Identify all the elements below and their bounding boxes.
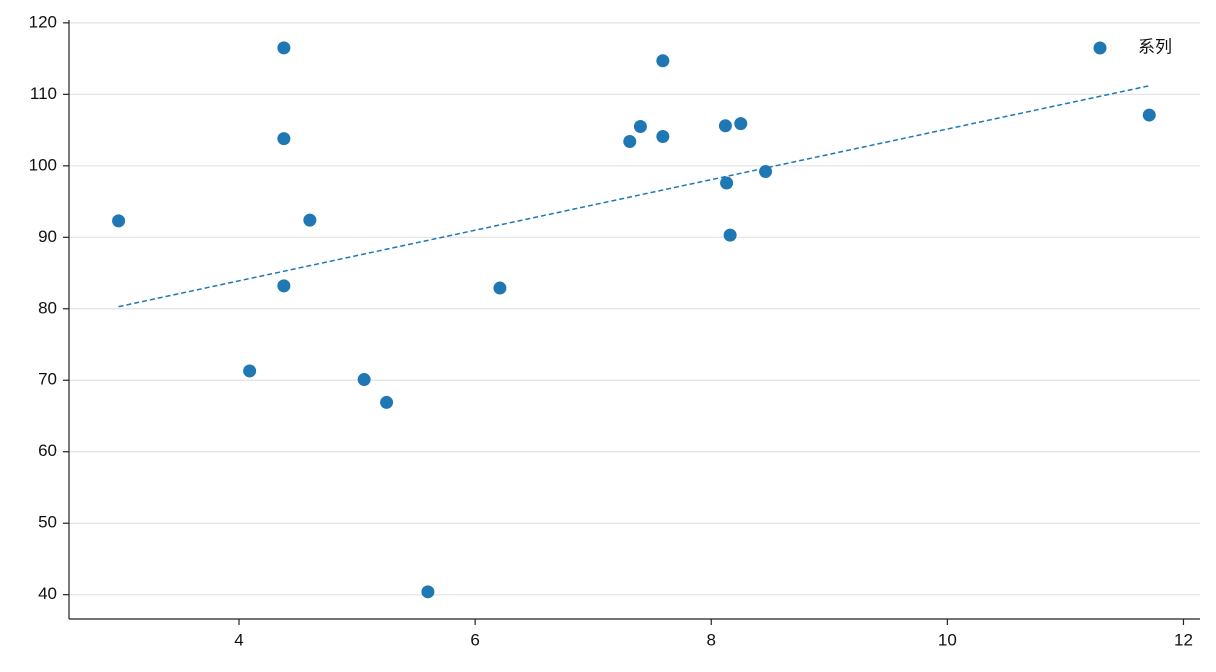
x-tick-label: 10 <box>938 630 957 649</box>
legend-label: 系列 <box>1138 37 1172 56</box>
point <box>759 165 773 179</box>
point <box>723 228 737 242</box>
point <box>623 135 637 149</box>
point <box>277 279 291 293</box>
point <box>1142 108 1156 122</box>
y-tick-label: 80 <box>38 298 57 317</box>
y-tick-label: 40 <box>38 584 57 603</box>
point <box>303 213 317 227</box>
x-tick-label: 12 <box>1174 630 1193 649</box>
point <box>112 214 126 228</box>
point <box>277 41 291 55</box>
y-tick-label: 120 <box>29 12 57 31</box>
point <box>633 120 647 134</box>
point <box>277 132 291 146</box>
point <box>656 130 670 144</box>
x-tick-label: 6 <box>470 630 479 649</box>
x-tick-label: 4 <box>234 630 243 649</box>
point <box>380 395 394 409</box>
point <box>493 281 507 295</box>
point <box>656 54 670 68</box>
y-tick-label: 110 <box>30 84 57 103</box>
y-tick-label: 70 <box>38 370 57 389</box>
y-tick-label: 50 <box>38 513 57 532</box>
point <box>243 364 257 378</box>
y-tick-label: 90 <box>38 227 57 246</box>
x-tick-label: 8 <box>707 630 716 649</box>
trend-line <box>118 85 1150 308</box>
point <box>357 373 371 387</box>
point <box>734 117 748 131</box>
point <box>720 176 734 190</box>
y-tick-label: 60 <box>38 441 57 460</box>
point <box>421 585 435 599</box>
point <box>718 119 732 133</box>
y-tick-label: 100 <box>29 155 57 174</box>
legend-marker <box>1093 41 1107 55</box>
